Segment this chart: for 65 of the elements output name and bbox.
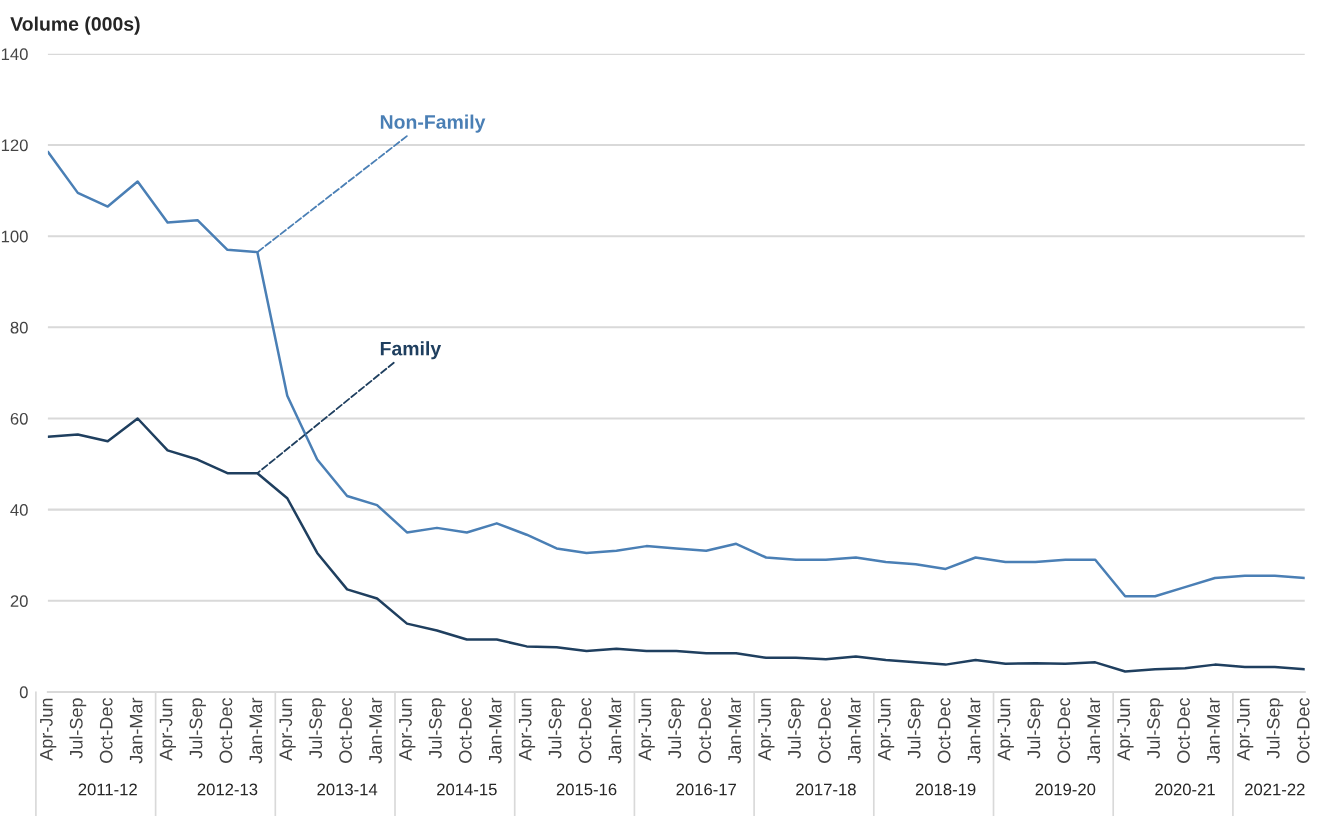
y-tick-label: 40 (10, 504, 28, 516)
x-tick-label: Oct-Dec (1057, 698, 1071, 763)
text: 2018-19 (915, 783, 976, 796)
text: Family (380, 341, 442, 360)
x-tick-label: Oct-Dec (937, 698, 951, 763)
x-tick-label: Oct-Dec (1296, 698, 1310, 763)
x-tick-label: Apr-Jun (1237, 698, 1254, 761)
text: 2016-17 (676, 783, 736, 796)
x-tick-label: Jul-Sep (1146, 698, 1164, 759)
x-tick-label: Jul-Sep (667, 698, 685, 759)
x-tick-label: Oct-Dec (219, 698, 233, 763)
x-tick-label: Oct-Dec (578, 698, 592, 763)
x-tick-label: Apr-Jun (159, 698, 176, 761)
text: 2012-13 (197, 783, 258, 796)
x-tick-label: Oct-Dec (698, 698, 712, 763)
x-tick-label: Apr-Jun (40, 698, 57, 761)
x-tick-label: Oct-Dec (458, 698, 472, 763)
y-axis-title: Volume (000s) (10, 16, 140, 35)
text: 2013-14 (317, 783, 378, 796)
x-tick-label: Jan-Mar (1087, 697, 1101, 764)
y-tick-label: 120 (1, 139, 28, 152)
x-tick-label: Jul-Sep (1266, 698, 1284, 759)
text: 2011-12 (78, 783, 137, 796)
x-tick-label: Apr-Jun (279, 698, 296, 761)
x-tick-label: Apr-Jun (878, 698, 895, 761)
text: Non-Family (380, 114, 486, 133)
y-tick-label: 60 (10, 412, 28, 425)
x-tick-label: Jan-Mar (728, 697, 741, 764)
x-tick-label: Jul-Sep (69, 698, 87, 759)
x-tick-label: Jul-Sep (189, 698, 206, 759)
x-tick-label: Apr-Jun (638, 698, 655, 761)
text: 2014-15 (437, 783, 497, 796)
x-tick-label: Jan-Mar (369, 697, 382, 764)
x-tick-label: Jan-Mar (249, 697, 263, 764)
x-tick-label: Jul-Sep (907, 698, 925, 759)
x-tick-label: Jan-Mar (1207, 697, 1220, 764)
y-tick-label: 80 (10, 321, 28, 334)
x-tick-label: Apr-Jun (518, 698, 536, 761)
y-tick-label: 140 (1, 48, 28, 61)
x-tick-label: Jul-Sep (1026, 698, 1044, 759)
x-tick-label: Jul-Sep (787, 698, 805, 759)
x-tick-label: Jan-Mar (848, 697, 861, 764)
x-tick-label: Jan-Mar (608, 697, 622, 764)
x-tick-label: Apr-Jun (1117, 698, 1134, 761)
x-tick-label: Jan-Mar (129, 697, 143, 764)
x-tick-label: Jul-Sep (548, 698, 566, 759)
x-tick-label: Jan-Mar (489, 697, 502, 764)
x-tick-label: Jul-Sep (308, 698, 326, 759)
y-tick-label: 20 (10, 595, 28, 608)
x-tick-label: Oct-Dec (339, 698, 352, 763)
x-tick-label: Apr-Jun (758, 698, 775, 761)
text: 2015-16 (556, 783, 617, 796)
text: 2017-18 (796, 783, 856, 796)
x-tick-label: Apr-Jun (399, 698, 416, 761)
text: 2019-20 (1035, 783, 1096, 796)
x-tick-label: Oct-Dec (1177, 698, 1190, 763)
x-tick-label: Oct-Dec (99, 698, 113, 763)
x-tick-label: Apr-Jun (997, 698, 1014, 761)
text: 2021-22 (1245, 783, 1305, 796)
y-tick-label: 0 (19, 686, 28, 699)
y-tick-label: 100 (1, 230, 28, 243)
x-tick-label: Jan-Mar (967, 697, 981, 764)
x-tick-label: Jul-Sep (428, 698, 446, 759)
text: 2020-21 (1155, 783, 1215, 796)
x-tick-label: Oct-Dec (817, 698, 831, 763)
